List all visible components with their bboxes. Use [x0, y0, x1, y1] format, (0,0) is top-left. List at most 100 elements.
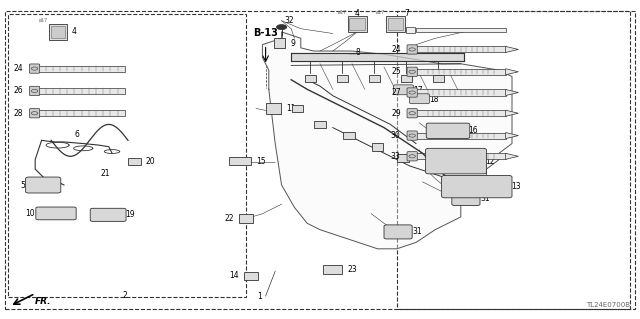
Text: 13: 13	[511, 182, 520, 191]
Bar	[323, 265, 342, 274]
Text: ø17: ø17	[376, 9, 385, 14]
Text: 4: 4	[355, 9, 360, 18]
Bar	[372, 143, 383, 151]
Bar	[314, 121, 326, 128]
Text: ø17: ø17	[338, 9, 347, 14]
Bar	[128, 158, 141, 165]
FancyBboxPatch shape	[29, 108, 40, 118]
Polygon shape	[506, 47, 518, 53]
Text: 26: 26	[13, 86, 23, 95]
Text: 1: 1	[258, 292, 262, 300]
Bar	[416, 28, 506, 32]
Bar	[337, 75, 348, 82]
Text: 31: 31	[412, 227, 422, 236]
Bar	[416, 69, 506, 75]
FancyBboxPatch shape	[452, 191, 480, 205]
FancyBboxPatch shape	[426, 148, 486, 174]
Text: 6: 6	[74, 130, 79, 139]
Bar	[51, 26, 65, 38]
Text: ø17: ø17	[39, 18, 48, 23]
Text: 29: 29	[391, 109, 401, 118]
Polygon shape	[506, 153, 518, 159]
Bar	[274, 38, 285, 48]
Bar	[244, 272, 258, 280]
FancyBboxPatch shape	[26, 177, 61, 193]
Text: FR.: FR.	[35, 297, 52, 306]
FancyBboxPatch shape	[407, 88, 417, 97]
FancyBboxPatch shape	[29, 86, 40, 96]
FancyBboxPatch shape	[29, 64, 40, 73]
Text: 33: 33	[391, 152, 401, 161]
Text: 16: 16	[468, 126, 478, 135]
Bar	[416, 153, 506, 159]
Text: 22: 22	[225, 214, 234, 223]
Text: 5: 5	[20, 181, 26, 189]
Text: B-13: B-13	[253, 28, 278, 38]
Text: 17: 17	[413, 86, 422, 95]
Text: 24: 24	[13, 64, 23, 73]
FancyBboxPatch shape	[442, 175, 512, 198]
Bar	[397, 154, 409, 162]
Bar	[305, 75, 316, 82]
Text: 28: 28	[13, 109, 23, 118]
Bar	[386, 16, 405, 32]
Text: 32: 32	[285, 16, 294, 25]
Text: 24: 24	[391, 45, 401, 54]
Bar	[292, 105, 303, 112]
Bar	[416, 133, 506, 138]
Text: 7: 7	[404, 9, 410, 18]
FancyBboxPatch shape	[394, 85, 413, 95]
Polygon shape	[506, 90, 518, 96]
Text: 18: 18	[429, 95, 438, 104]
FancyBboxPatch shape	[36, 207, 76, 220]
Text: 14: 14	[229, 271, 239, 280]
FancyBboxPatch shape	[410, 94, 429, 104]
Polygon shape	[506, 69, 518, 75]
Bar	[406, 27, 415, 33]
Bar	[348, 16, 367, 32]
FancyBboxPatch shape	[407, 152, 417, 161]
FancyBboxPatch shape	[407, 67, 417, 76]
Text: 3: 3	[399, 25, 404, 34]
Polygon shape	[262, 32, 512, 249]
Bar	[401, 75, 412, 82]
Bar	[388, 18, 403, 30]
Text: 12: 12	[485, 157, 495, 166]
Text: 21: 21	[101, 169, 110, 178]
Text: 23: 23	[348, 265, 357, 274]
Bar	[38, 88, 125, 94]
Text: 19: 19	[125, 210, 134, 219]
Text: TL24E0700B: TL24E0700B	[586, 302, 630, 308]
Text: 9: 9	[291, 39, 296, 48]
Polygon shape	[506, 110, 518, 116]
Bar	[49, 24, 67, 40]
Text: 15: 15	[256, 157, 266, 166]
Text: 2: 2	[122, 291, 127, 300]
Text: 30: 30	[391, 131, 401, 140]
Text: 4: 4	[72, 27, 77, 36]
FancyBboxPatch shape	[407, 131, 417, 140]
Bar	[8, 14, 246, 297]
FancyBboxPatch shape	[407, 108, 417, 118]
Bar	[38, 110, 125, 116]
Bar	[266, 103, 281, 114]
Text: 8: 8	[356, 48, 360, 57]
Bar	[343, 132, 355, 139]
Text: 31: 31	[480, 194, 490, 203]
Text: 27: 27	[391, 88, 401, 97]
FancyBboxPatch shape	[384, 225, 412, 239]
Bar	[349, 18, 365, 30]
Bar	[369, 75, 380, 82]
Text: 20: 20	[146, 157, 156, 166]
Text: 10: 10	[26, 209, 35, 218]
Bar	[416, 90, 506, 96]
Polygon shape	[506, 133, 518, 138]
Bar	[416, 47, 506, 53]
FancyBboxPatch shape	[426, 123, 470, 138]
Bar	[229, 157, 251, 165]
Circle shape	[276, 25, 287, 30]
Bar	[239, 214, 253, 223]
Bar	[433, 75, 444, 82]
Text: 25: 25	[391, 67, 401, 76]
Bar	[397, 11, 635, 309]
